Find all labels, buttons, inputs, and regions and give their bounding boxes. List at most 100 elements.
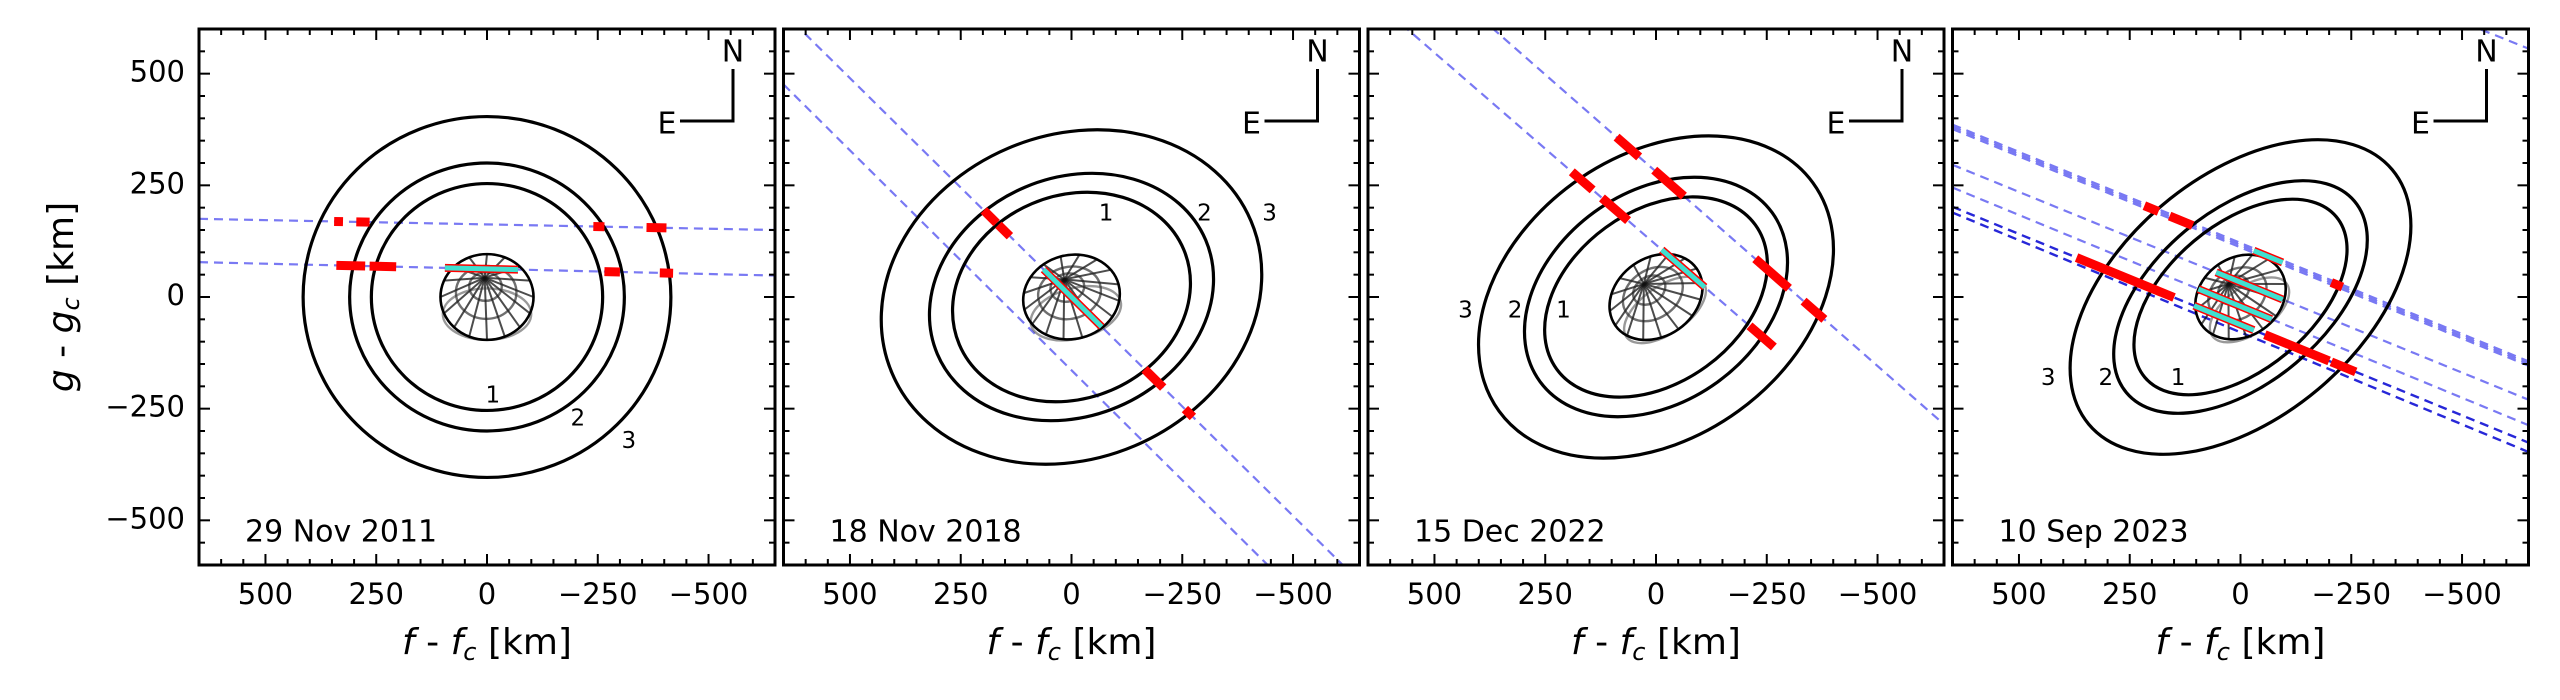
y-axis-label-var2: g <box>41 310 82 334</box>
central-chord <box>1660 247 1707 289</box>
x-axis-label-sub: c <box>1632 638 1646 666</box>
body-limb <box>1608 252 1704 342</box>
compass-east-label: E <box>658 107 677 142</box>
panel-date-label: 10 Sep 2023 <box>1999 515 2189 550</box>
x-tick-label: −250 <box>1142 577 1222 611</box>
chord-line <box>1491 29 1944 426</box>
x-tick-label: 0 <box>478 577 496 611</box>
x-tick-label: 500 <box>1991 577 2046 611</box>
y-tick-label: 500 <box>130 55 185 89</box>
body-meridian <box>483 277 521 328</box>
x-tick-label: −500 <box>669 577 749 611</box>
contour-label: 3 <box>1262 200 1277 226</box>
positive-chord-segment <box>1651 166 1687 200</box>
x-tick-label: 250 <box>2102 577 2157 611</box>
x-axis-label-unit: [km] <box>476 622 572 663</box>
panel-1: 1 2 3 N E 29 Nov 2011 500 250 0 −250 −500 500 250 0 −2… <box>105 27 777 611</box>
contour-label: 3 <box>1458 297 1473 323</box>
positive-chord-segment <box>995 221 1014 240</box>
positive-chord-segment <box>2074 253 2176 302</box>
contour-label: 1 <box>1099 200 1114 226</box>
contour-2 <box>348 161 626 433</box>
x-axis-label-var2: f <box>2204 622 2217 663</box>
compass-east-label: E <box>2411 107 2430 142</box>
body-meridian <box>1642 283 1645 340</box>
y-tick-label: −500 <box>105 501 185 535</box>
central-chord <box>2193 303 2255 333</box>
axes-frame <box>197 27 777 567</box>
contour-label: 2 <box>2098 365 2113 391</box>
positive-chord-segment <box>1181 405 1197 421</box>
x-tick-label: −500 <box>1253 577 1333 611</box>
contour-label: 3 <box>621 428 636 454</box>
plot-area: 1 2 3 <box>1405 29 1944 460</box>
body-meridian <box>2227 283 2230 340</box>
positive-chord-segment <box>1752 255 1792 292</box>
x-axis-label-var2: f <box>1035 622 1048 663</box>
y-tick-label: −250 <box>105 390 185 424</box>
contour-2 <box>2112 179 2369 415</box>
body-limb <box>439 252 535 342</box>
body-meridian <box>1642 283 1663 338</box>
x-axis-label-unit: [km] <box>2230 622 2326 663</box>
y-axis-label-var: g <box>41 369 82 393</box>
body-meridian <box>2200 283 2230 326</box>
contour-3 <box>879 128 1264 466</box>
x-axis-label-unit: [km] <box>1061 622 1157 663</box>
x-tick-label: −500 <box>2422 577 2502 611</box>
contour-label: 1 <box>485 383 500 409</box>
body-meridian <box>440 276 486 298</box>
positive-chord-segment <box>2329 278 2345 292</box>
central-chord <box>2197 286 2273 322</box>
positive-chord-segment <box>2329 357 2358 377</box>
x-tick-label: 0 <box>1647 577 1665 611</box>
body-meridian <box>1611 282 1645 296</box>
x-axis-label-sep: - <box>2168 622 2205 663</box>
x-axis-label-sep: - <box>414 622 451 663</box>
body-meridian <box>484 276 531 315</box>
x-tick-label: 0 <box>2231 577 2249 611</box>
compass-north-label: N <box>722 35 744 70</box>
compass-north-label: N <box>2475 35 2497 70</box>
y-tick-label: 0 <box>167 278 185 312</box>
positive-chord-segment <box>980 207 1000 227</box>
panel-date-label: 18 Nov 2018 <box>830 515 1022 550</box>
body-parallel <box>1631 274 1667 306</box>
x-axis-label-sep: - <box>1583 622 1620 663</box>
x-axis-label-sep: - <box>999 622 1036 663</box>
contour-label: 3 <box>2041 365 2056 391</box>
body-meridian <box>1063 278 1120 302</box>
positive-chord-segment <box>1746 322 1777 351</box>
contour-label: 2 <box>1508 297 1523 323</box>
x-tick-label: 500 <box>238 577 293 611</box>
contour-label: 1 <box>1556 297 1571 323</box>
x-axis-label-sub: c <box>1047 638 1062 666</box>
body-meridian <box>1626 283 1645 336</box>
panel-2: 1 2 3 N E 18 Nov 2018 500 250 0 −250 −500 <box>782 27 1361 611</box>
compass-east-label: E <box>1242 107 1261 142</box>
positive-chord-segment <box>1568 168 1596 194</box>
body-meridian <box>484 276 531 282</box>
x-axis-label-var: f <box>2155 622 2169 663</box>
x-axis-label-panel-4: f - fc [km] <box>2155 622 2326 665</box>
body-meridian <box>1064 268 1112 281</box>
x-axis-label-var2: f <box>1619 622 1633 663</box>
central-chord <box>2215 270 2284 302</box>
chord-line <box>2476 29 2529 50</box>
chord-line <box>783 83 1270 565</box>
body-meridian <box>1643 253 1670 285</box>
chord-line <box>1952 123 2529 363</box>
body-meridian <box>1614 283 1645 327</box>
x-tick-label: 500 <box>822 577 877 611</box>
x-axis-label-unit: [km] <box>1645 622 1741 663</box>
positive-chord-segment <box>2142 201 2161 216</box>
chord-line <box>1952 211 2529 454</box>
chord-line <box>1952 163 2529 401</box>
central-chord <box>444 265 519 273</box>
axes-frame <box>1366 27 1946 567</box>
contour-1 <box>1543 195 1769 399</box>
body-parallel <box>1621 265 1684 323</box>
body-meridian <box>483 277 488 340</box>
contour-label: 2 <box>571 405 586 431</box>
x-tick-label: −250 <box>2311 577 2391 611</box>
